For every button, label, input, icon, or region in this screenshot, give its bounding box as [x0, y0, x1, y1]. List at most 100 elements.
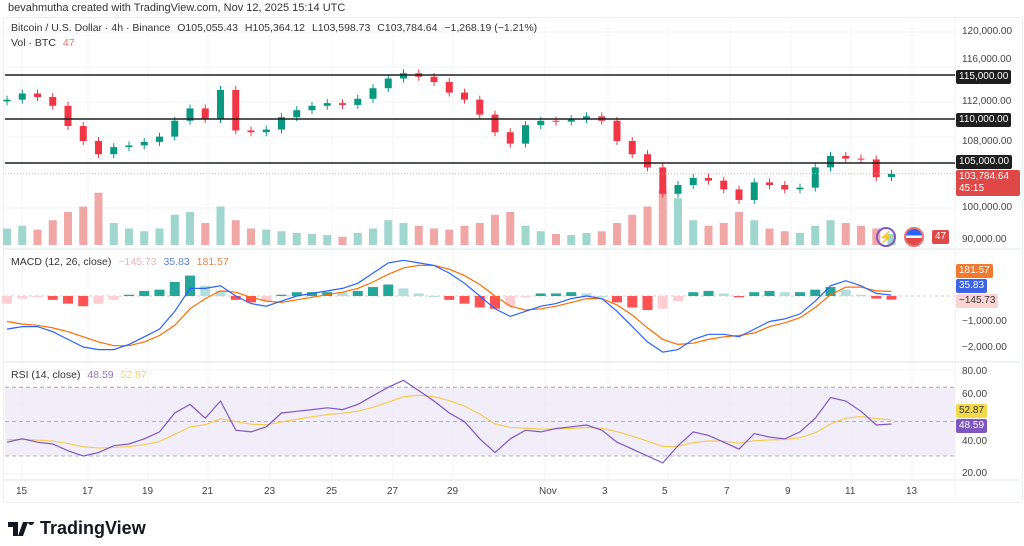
macd-histogram-bar	[642, 296, 653, 311]
ohlc-high: H105,364.12	[244, 22, 306, 34]
candle-body	[308, 105, 316, 111]
candle-body	[537, 120, 545, 126]
volume-bar	[674, 198, 682, 245]
chart-frame	[3, 17, 1023, 503]
rsi-ma-tag: 52.87	[956, 404, 988, 418]
candle-body	[461, 92, 468, 100]
volume-bar	[201, 223, 210, 245]
macd-signal-tag: 181.57	[956, 264, 993, 278]
macd-histogram-bar	[108, 296, 119, 300]
credit-line: bevahmutha created with TradingView.com,…	[8, 2, 346, 14]
volume-bar	[735, 212, 743, 245]
date-tick: 9	[785, 486, 791, 497]
volume-bar	[79, 206, 88, 245]
tradingview-logo[interactable]: TradingView	[8, 518, 146, 539]
candle-body	[445, 82, 453, 93]
volume-bar	[94, 192, 103, 245]
level-tag-115000[interactable]: 115,000.00	[956, 70, 1012, 84]
candle-body	[278, 117, 285, 130]
macd-histogram-bar	[657, 296, 668, 309]
volume-bar	[536, 231, 545, 245]
macd-title[interactable]: MACD (12, 26, close)	[11, 256, 112, 268]
volume-bar	[48, 220, 57, 245]
candle-body	[522, 125, 529, 144]
volume-bar	[369, 228, 377, 245]
rsi-tick: 40.00	[962, 436, 988, 447]
macd-histogram-bar	[673, 296, 683, 302]
symbol-legend: Bitcoin / U.S. Dollar · 4h · Binance O10…	[11, 22, 541, 34]
volume-bar	[399, 223, 408, 245]
date-tick: 25	[326, 486, 338, 497]
candle-body	[689, 177, 697, 185]
candle-body	[796, 187, 804, 190]
rsi-title[interactable]: RSI (14, close)	[11, 369, 81, 381]
volume-bar	[841, 223, 850, 245]
macd-tick: −1,000.00	[962, 316, 1007, 327]
tradingview-logo-icon	[8, 521, 34, 536]
volume-bar	[430, 228, 438, 245]
candle-body	[705, 177, 712, 181]
macd-histogram-bar	[459, 296, 470, 304]
candle-body	[628, 141, 636, 155]
candle-body	[781, 185, 789, 190]
macd-histogram-bar	[124, 294, 134, 296]
volume-bar	[475, 223, 484, 245]
candle-body	[842, 155, 850, 159]
symbol-title[interactable]: Bitcoin / U.S. Dollar · 4h · Binance	[11, 22, 171, 34]
candle-body	[49, 97, 57, 106]
volume-label[interactable]: Vol · BTC	[11, 37, 56, 49]
volume-bar	[628, 214, 637, 245]
candle-body	[247, 130, 255, 133]
candle-body	[110, 147, 118, 155]
macd-histogram-bar	[307, 292, 317, 296]
macd-histogram-bar	[93, 296, 104, 304]
volume-bar	[811, 225, 820, 245]
level-tag-105000[interactable]: 105,000.00	[956, 155, 1013, 169]
volume-bar	[445, 229, 454, 245]
volume-bar	[643, 206, 652, 245]
price-tick: 112,000.00	[962, 96, 1012, 107]
macd-histogram-bar	[886, 296, 897, 300]
candle-body	[156, 136, 163, 142]
volume-bar	[277, 231, 286, 245]
macd-histogram-bar	[368, 287, 378, 296]
ohlc-low: L103,598.73	[311, 22, 371, 34]
volume-bar	[796, 232, 804, 245]
volume-bar	[292, 232, 301, 245]
macd-histogram-bar	[246, 296, 256, 303]
macd-tick: −2,000.00	[962, 342, 1007, 353]
macd-histogram-bar	[703, 290, 714, 296]
macd-histogram-bar	[627, 296, 638, 308]
volume-bar	[414, 225, 423, 245]
candle-body	[644, 154, 651, 168]
price-tick: 100,000.00	[962, 202, 1013, 213]
level-tag-110000[interactable]: 110,000.00	[956, 113, 1012, 127]
volume-bar	[109, 223, 118, 245]
candle-body	[201, 108, 209, 119]
volume-bar	[140, 231, 149, 245]
lightning-icon[interactable]: ⚡	[876, 227, 896, 247]
candle-body	[34, 93, 41, 97]
price-tick: 108,000.00	[962, 136, 1013, 147]
candle-body	[140, 141, 148, 146]
macd-hist-tag: −145.73	[956, 294, 999, 308]
macd-signal-line	[6, 264, 892, 347]
date-tick: 23	[264, 486, 276, 497]
volume-bar	[262, 229, 271, 245]
macd-histogram-bar	[581, 293, 592, 296]
volume-bar	[155, 228, 164, 245]
date-tick: 15	[16, 486, 28, 497]
price-tick: 90,000.00	[962, 234, 1007, 245]
macd-histogram-bar	[551, 293, 561, 296]
macd-histogram-bar	[444, 296, 455, 300]
candle-body	[567, 119, 575, 122]
us-flag-icon[interactable]	[904, 227, 924, 247]
volume-value: 47	[62, 37, 75, 49]
macd-histogram-bar	[429, 296, 439, 297]
macd-histogram-bar	[490, 296, 500, 309]
macd-histogram-bar	[840, 289, 851, 296]
volume-bar	[33, 229, 42, 245]
candle-body	[720, 180, 728, 190]
date-tick: 7	[724, 486, 730, 497]
